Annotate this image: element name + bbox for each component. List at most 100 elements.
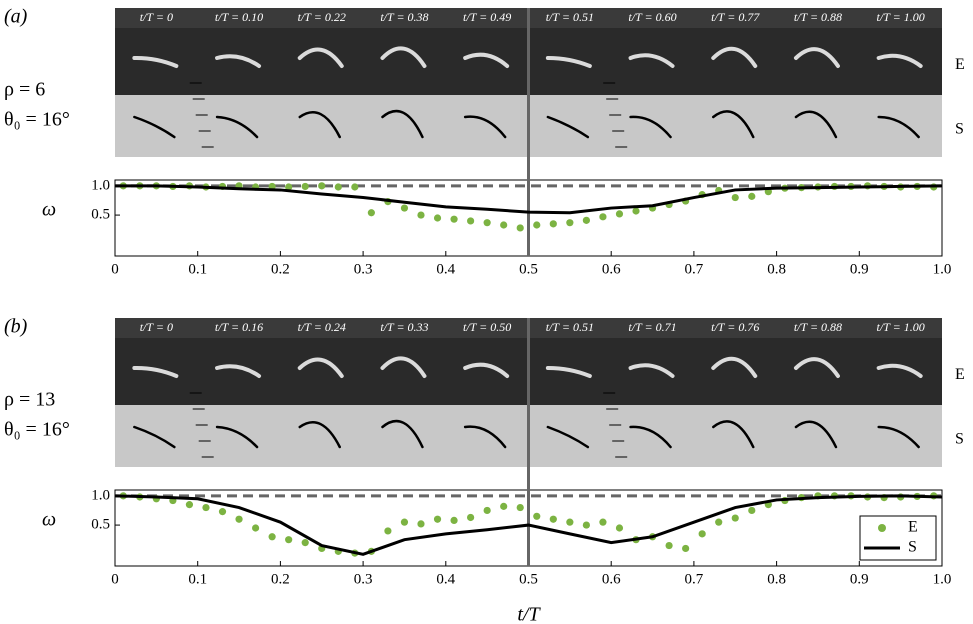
experiment-filament (545, 55, 592, 68)
simulation-filament (712, 420, 755, 449)
y-axis-label: ω (42, 509, 56, 531)
frame-label: t/T = 1.00 (877, 320, 925, 334)
x-tick-label: 0.4 (436, 571, 455, 587)
experiment-filament (132, 365, 179, 378)
data-point (417, 520, 425, 528)
frame-label: t/T = 0.38 (380, 10, 428, 24)
frame-label: t/T = 0.49 (463, 10, 511, 24)
data-point (351, 183, 359, 191)
data-point (400, 204, 409, 212)
simulation-filament (463, 425, 507, 449)
experiment-filament (876, 53, 923, 68)
frame-label: t/T = 0.22 (298, 10, 346, 24)
simulation-filament (381, 419, 424, 449)
x-tick-label: 1.0 (933, 261, 952, 277)
x-axis-label: t/T (517, 604, 541, 624)
x-tick-label: 0.2 (271, 261, 290, 277)
data-point (731, 193, 739, 202)
data-point (516, 224, 524, 232)
data-point (549, 220, 557, 228)
data-point (549, 515, 557, 523)
frame-label: t/T = 0.33 (380, 320, 428, 334)
simulation-filament (877, 425, 920, 449)
x-tick-label: 0.1 (188, 261, 207, 277)
frame-label: t/T = 0 (140, 10, 173, 24)
data-point (731, 514, 739, 522)
data-point (682, 544, 690, 553)
data-point (334, 183, 342, 191)
y-axis-label: ω (42, 199, 56, 221)
x-tick-label: 0 (111, 261, 119, 277)
frame-label: t/T = 0.88 (794, 320, 842, 334)
experiment-filament (793, 47, 840, 68)
data-point (400, 518, 409, 526)
data-point (483, 506, 491, 515)
x-tick-label: 0.9 (850, 571, 869, 587)
x-tick-label: 0.6 (602, 261, 621, 277)
data-point (533, 221, 541, 229)
data-point (202, 503, 210, 512)
data-point (285, 536, 293, 544)
data-point (384, 527, 392, 535)
x-tick-label: 0.5 (519, 571, 538, 587)
legend-label: E (908, 519, 918, 536)
data-point (318, 182, 326, 190)
data-point (235, 515, 243, 523)
x-tick-label: 0 (111, 571, 119, 587)
experiment-filament (711, 46, 758, 68)
param: θ₀ = 16° (4, 419, 70, 441)
x-tick-label: 0.6 (602, 571, 621, 587)
frame-label: t/T = 0.24 (298, 320, 346, 334)
data-point (516, 503, 524, 512)
frame-label: t/T = 0.77 (711, 10, 760, 24)
panel-label: (b) (4, 316, 28, 338)
legend-marker (878, 524, 886, 532)
simulation-filament (298, 421, 341, 449)
row-label: S (955, 431, 964, 448)
frame-label: t/T = 1.00 (877, 10, 925, 24)
simulation-filament (629, 425, 672, 449)
experiment-filament (297, 357, 344, 378)
frame-label: t/T = 0.51 (546, 320, 594, 334)
data-point (582, 216, 590, 224)
frame-label: t/T = 0.71 (628, 320, 676, 334)
x-tick-label: 0.1 (188, 571, 207, 587)
simulation-filament (546, 425, 590, 449)
data-point (450, 516, 458, 525)
data-point (433, 214, 442, 222)
y-tick-label: 0.5 (91, 517, 110, 533)
frame-label: t/T = 0.51 (546, 10, 594, 24)
data-point (698, 530, 706, 538)
data-point (500, 221, 508, 229)
data-point (433, 515, 442, 523)
simulation-filament (546, 115, 590, 139)
data-line (114, 494, 943, 556)
frame-label: t/T = 0 (140, 320, 173, 334)
simulation-filament (794, 420, 838, 449)
data-line (115, 184, 943, 215)
data-point (268, 533, 276, 541)
experiment-filament (545, 365, 592, 378)
x-tick-label: 0.9 (850, 261, 869, 277)
experiment-filament (132, 55, 179, 68)
data-point (665, 541, 673, 550)
data-point (285, 183, 293, 191)
simulation-filament (133, 115, 176, 139)
x-tick-label: 0.3 (354, 261, 373, 277)
experiment-filament (380, 46, 427, 68)
experiment-filament (876, 363, 923, 378)
param: θ₀ = 16° (4, 109, 70, 131)
experiment-filament (628, 363, 675, 378)
experiment-filament (793, 357, 840, 378)
simulation-filament (215, 115, 259, 139)
x-tick-label: 0.7 (685, 571, 704, 587)
frame-label: t/T = 0.88 (794, 10, 842, 24)
legend-box (859, 515, 937, 561)
row-label: E (955, 366, 965, 383)
param: ρ = 13 (4, 389, 55, 411)
data-point (467, 217, 475, 225)
simulation-filament (629, 115, 672, 139)
frame-label: t/T = 0.16 (215, 320, 263, 334)
data-point (450, 215, 458, 223)
